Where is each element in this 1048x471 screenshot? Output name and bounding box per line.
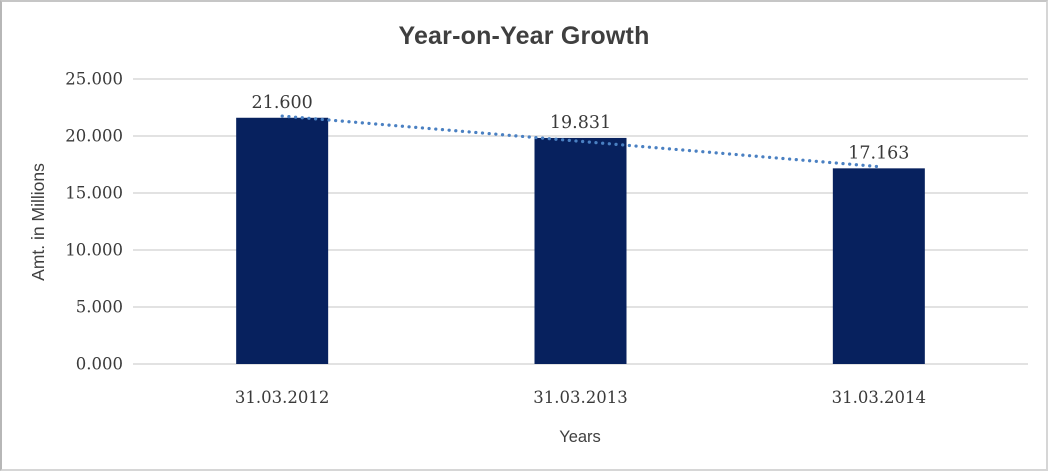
y-tick-label: 5.000 bbox=[76, 298, 123, 317]
trendline-group bbox=[280, 114, 881, 169]
y-tick-label: 20.000 bbox=[65, 127, 123, 146]
y-tick-label: 15.000 bbox=[65, 184, 123, 203]
chart-title: Year-on-Year Growth bbox=[398, 22, 650, 50]
bar[interactable] bbox=[236, 117, 329, 364]
bar-value-labels: 21.600 19.831 17.163 bbox=[252, 93, 910, 164]
bar[interactable] bbox=[534, 137, 627, 364]
y-tick-label: 10.000 bbox=[65, 241, 123, 260]
y-axis-tick-labels: 0.000 5.000 10.000 15.000 20.000 25.000 bbox=[65, 70, 123, 374]
x-axis-tick-labels: 31.03.2012 31.03.2013 31.03.2014 bbox=[235, 388, 926, 407]
y-tick-label: 25.000 bbox=[65, 70, 123, 89]
trendline[interactable] bbox=[280, 114, 881, 169]
x-tick-label: 31.03.2013 bbox=[533, 388, 627, 407]
bar-value-label: 17.163 bbox=[848, 143, 909, 163]
bar-value-label: 21.600 bbox=[252, 93, 313, 113]
y-tick-label: 0.000 bbox=[76, 355, 123, 374]
y-axis-title: Amt. in Millions bbox=[28, 163, 48, 281]
bar[interactable] bbox=[832, 168, 925, 364]
x-axis-title: Years bbox=[559, 428, 601, 446]
bar-value-label: 19.831 bbox=[550, 113, 611, 133]
x-tick-label: 31.03.2014 bbox=[832, 388, 926, 407]
x-tick-label: 31.03.2012 bbox=[235, 388, 329, 407]
bar-series bbox=[236, 117, 925, 364]
